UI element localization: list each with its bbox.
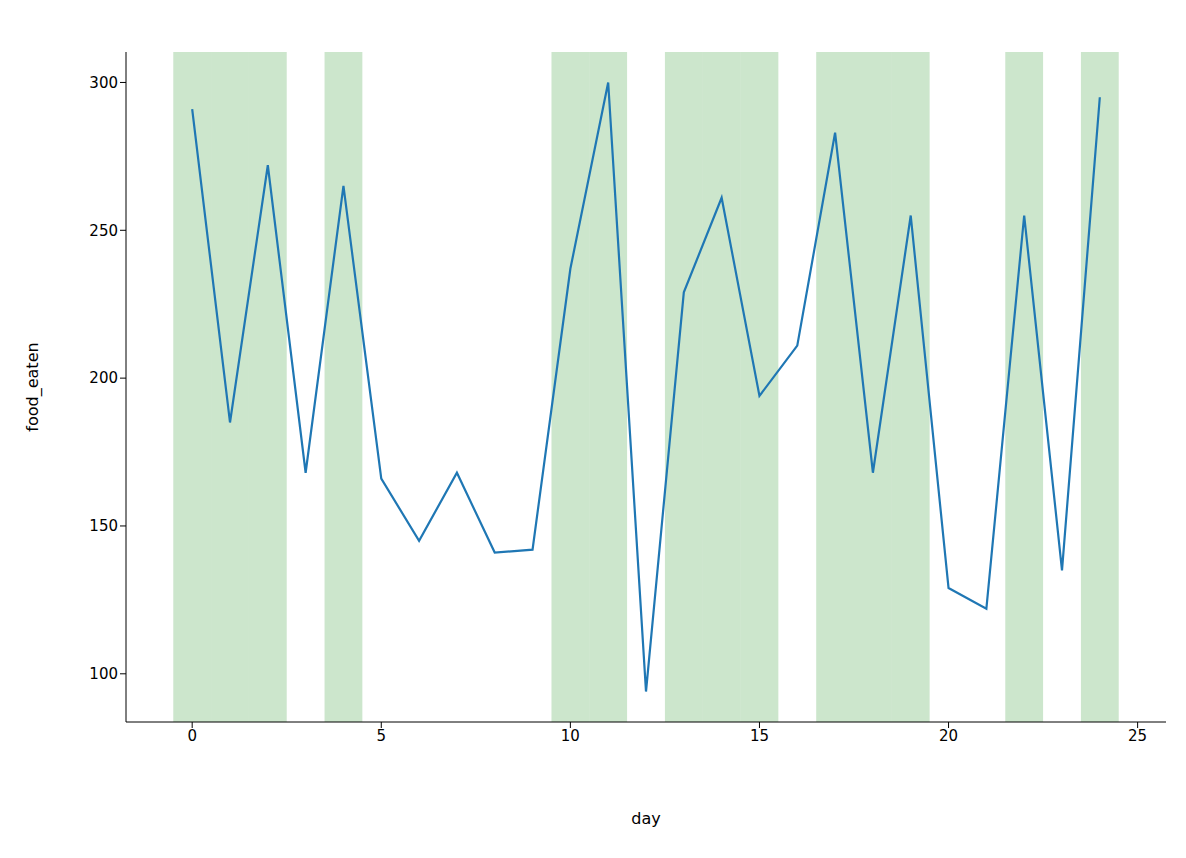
svg-text:20: 20 [939, 727, 958, 745]
svg-text:5: 5 [376, 727, 386, 745]
svg-text:25: 25 [1128, 727, 1147, 745]
svg-text:100: 100 [89, 665, 118, 683]
svg-text:day: day [631, 809, 660, 828]
svg-text:300: 300 [89, 74, 118, 92]
svg-text:150: 150 [89, 517, 118, 535]
svg-text:200: 200 [89, 369, 118, 387]
svg-text:food_eaten: food_eaten [23, 342, 43, 431]
svg-text:250: 250 [89, 222, 118, 240]
svg-text:0: 0 [187, 727, 197, 745]
svg-text:15: 15 [750, 727, 769, 745]
svg-text:10: 10 [561, 727, 580, 745]
